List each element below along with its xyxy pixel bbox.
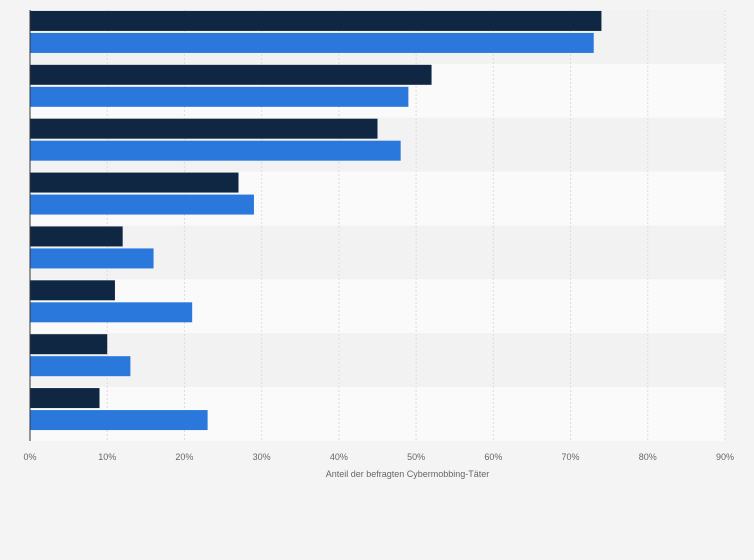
bar — [30, 64, 432, 85]
bar — [30, 118, 378, 139]
bar — [30, 334, 108, 355]
bar — [30, 248, 154, 269]
bars — [30, 10, 602, 431]
x-tick-label: 10% — [98, 452, 116, 462]
bar — [30, 410, 208, 431]
bar — [30, 388, 100, 409]
x-tick-label: 40% — [330, 452, 348, 462]
bar — [30, 172, 239, 193]
x-tick-label: 50% — [407, 452, 425, 462]
x-tick-label: 0% — [23, 452, 36, 462]
x-tick-label: 70% — [562, 452, 580, 462]
x-tick-labels: 0% 10% 20% 30% 40% 50% 60% 70% 80% 90% — [23, 452, 734, 462]
category-band — [30, 333, 725, 388]
x-tick-label: 30% — [253, 452, 271, 462]
bar — [30, 32, 594, 53]
bar — [30, 10, 602, 31]
x-tick-label: 20% — [175, 452, 193, 462]
x-tick-label: 60% — [484, 452, 502, 462]
bar — [30, 356, 131, 377]
x-tick-label: 90% — [716, 452, 734, 462]
x-tick-label: 80% — [639, 452, 657, 462]
bar — [30, 140, 401, 161]
bar — [30, 86, 409, 107]
bar — [30, 226, 123, 247]
bar — [30, 280, 115, 301]
bar — [30, 194, 254, 215]
x-axis-title: Anteil der befragten Cybermobbing-Täter — [326, 469, 490, 479]
bar — [30, 302, 193, 323]
